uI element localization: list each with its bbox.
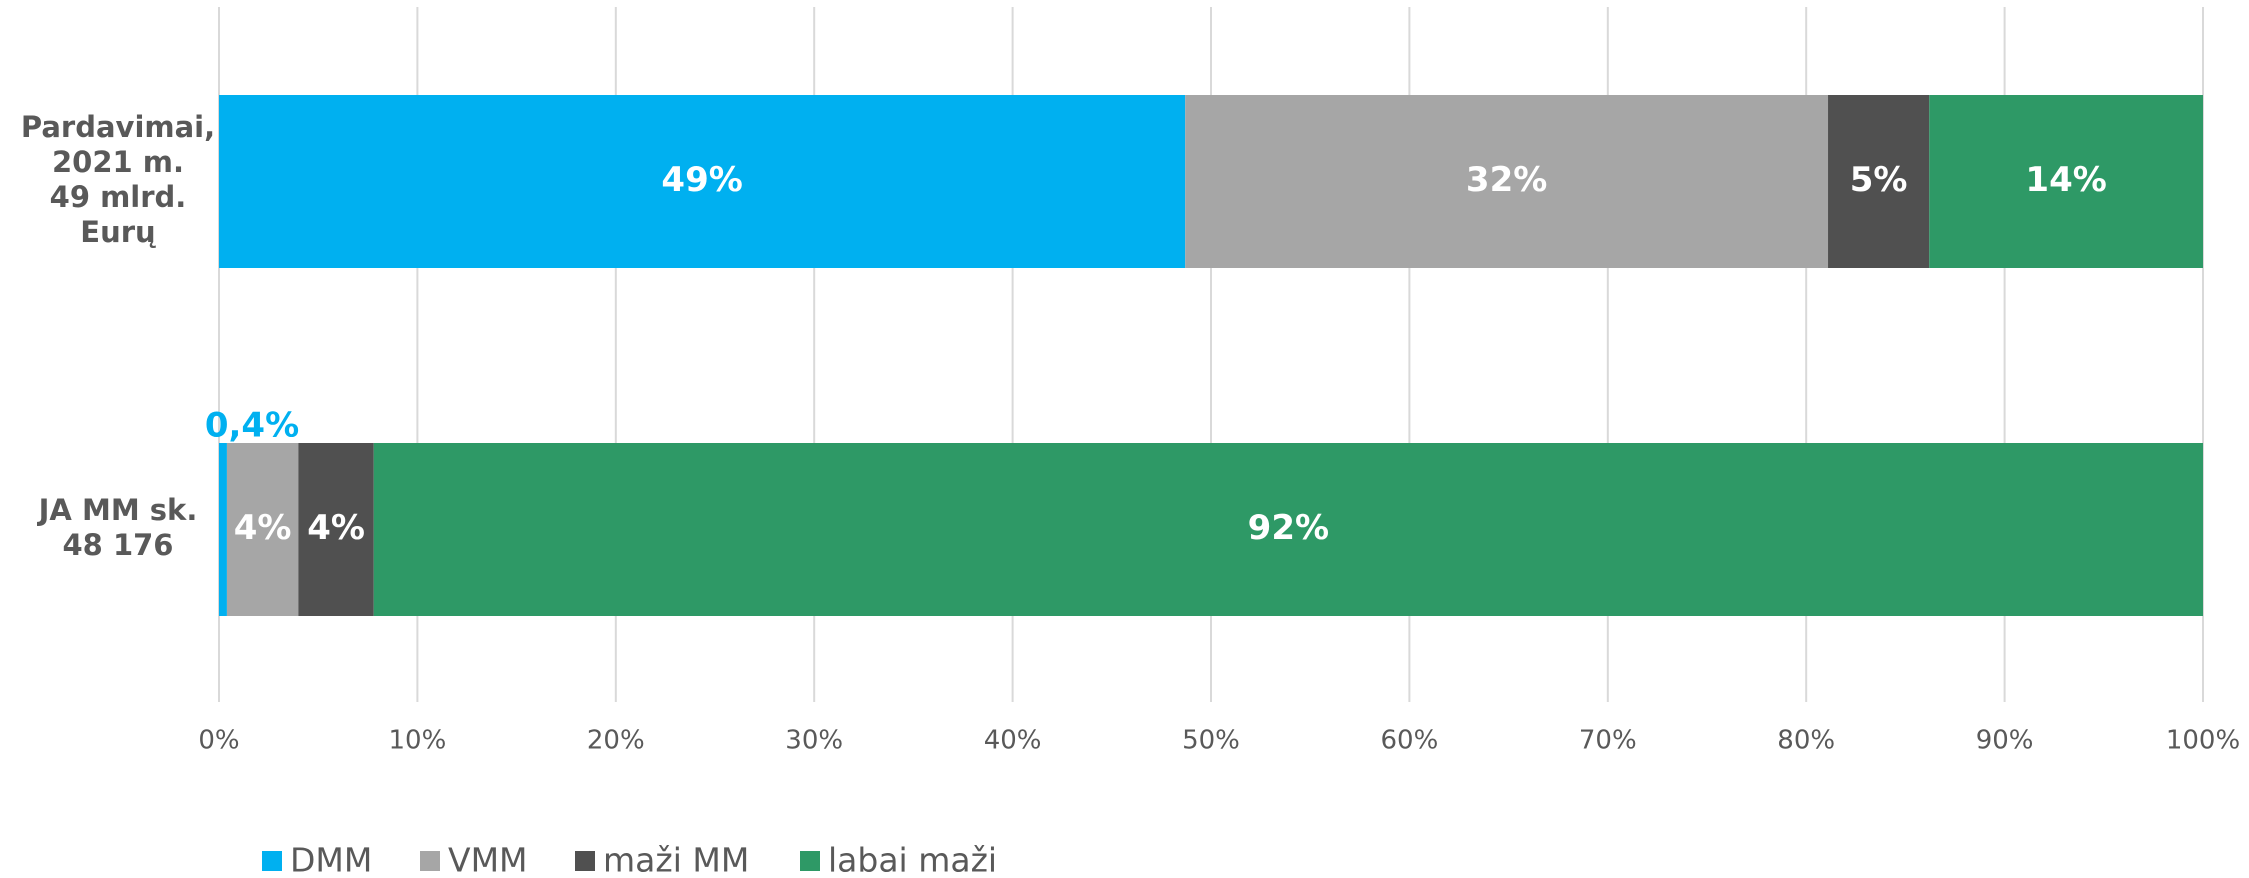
bar-segment [373, 443, 2204, 616]
bar-segment [1929, 95, 2203, 268]
x-tick-label: 90% [1976, 726, 2034, 756]
x-tick-label: 40% [984, 726, 1042, 756]
legend-swatch [262, 851, 282, 871]
data-label: 14% [2025, 160, 2106, 200]
x-tick-label: 10% [389, 726, 447, 756]
x-tick-label: 70% [1579, 726, 1637, 756]
category-label: JA MM sk. [37, 493, 198, 527]
data-label: 0,4% [205, 406, 299, 446]
category-label: Eurų [80, 215, 156, 249]
category-label: Pardavimai, [21, 110, 215, 144]
bar-segment [226, 443, 299, 616]
category-label: 48 176 [63, 528, 174, 562]
x-tick-label: 60% [1381, 726, 1439, 756]
bar-segment [1185, 95, 1829, 268]
data-label: 49% [661, 160, 742, 200]
category-label: 2021 m. [52, 145, 184, 179]
category-label: 49 mlrd. [50, 180, 187, 214]
legend-swatch [420, 851, 440, 871]
legend-label: labai maži [828, 841, 997, 875]
bar-segment [219, 443, 227, 616]
bar-segment [219, 95, 1186, 268]
x-tick-label: 30% [785, 726, 843, 756]
bar-segment [298, 443, 374, 616]
legend-swatch [575, 851, 595, 871]
x-tick-label: 80% [1777, 726, 1835, 756]
data-label: 32% [1466, 160, 1547, 200]
legend-label: VMM [448, 841, 528, 875]
data-label: 4% [234, 508, 292, 548]
legend-label: DMM [290, 841, 372, 875]
data-label: 92% [1248, 508, 1329, 548]
data-label: 5% [1850, 160, 1908, 200]
legend-label: maži MM [603, 841, 749, 875]
bar-segment [1828, 95, 1930, 268]
data-label: 4% [307, 508, 365, 548]
x-tick-label: 20% [587, 726, 645, 756]
legend-swatch [800, 851, 820, 871]
x-tick-label: 0% [198, 726, 239, 756]
x-tick-label: 100% [2166, 726, 2240, 756]
x-tick-label: 50% [1182, 726, 1240, 756]
